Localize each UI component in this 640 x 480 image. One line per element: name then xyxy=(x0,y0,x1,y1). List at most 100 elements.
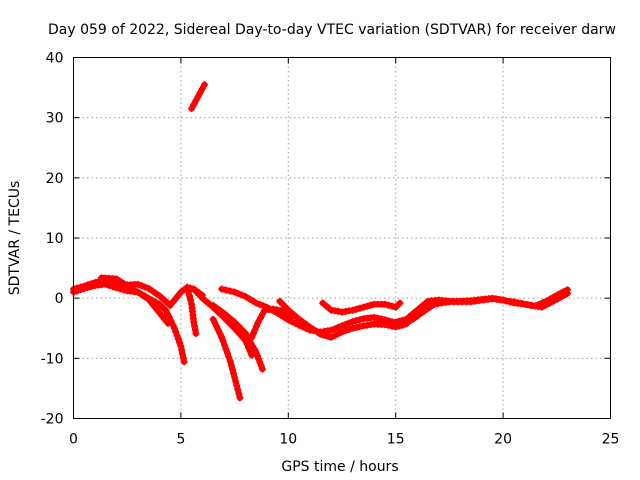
data-point xyxy=(218,285,226,293)
data-point xyxy=(356,323,364,331)
series-track-e xyxy=(183,283,200,338)
x-tick-label: 20 xyxy=(494,432,512,448)
data-point xyxy=(209,315,217,323)
data-point xyxy=(273,306,281,314)
data-point xyxy=(186,292,193,300)
data-point xyxy=(405,317,413,325)
data-point xyxy=(313,328,321,336)
data-point xyxy=(251,326,259,334)
x-tick-label: 15 xyxy=(387,432,405,448)
data-point xyxy=(276,307,284,315)
chart-title: Day 059 of 2022, Sidereal Day-to-day VTE… xyxy=(48,22,616,38)
data-point xyxy=(370,313,378,321)
data-point xyxy=(222,286,230,294)
data-point xyxy=(392,318,400,326)
data-point xyxy=(187,296,195,304)
data-point xyxy=(342,320,350,328)
x-tick-label: 5 xyxy=(176,432,185,448)
data-point xyxy=(188,105,196,113)
data-point xyxy=(141,292,149,300)
data-point xyxy=(211,319,219,327)
data-point xyxy=(196,89,204,97)
data-point xyxy=(192,330,200,338)
data-point xyxy=(396,299,404,307)
data-point xyxy=(338,322,346,330)
data-point xyxy=(356,304,364,312)
data-point xyxy=(245,295,253,303)
series-track-f xyxy=(209,315,244,402)
data-point xyxy=(145,285,153,292)
series-track-c xyxy=(97,274,188,366)
data-point xyxy=(164,310,172,318)
data-point xyxy=(73,287,81,295)
series-track-l xyxy=(319,299,404,316)
data-point xyxy=(360,303,367,311)
data-point xyxy=(381,321,389,329)
data-point xyxy=(167,317,175,325)
data-point xyxy=(152,289,160,297)
y-tick-label: -10 xyxy=(41,351,64,367)
data-point xyxy=(331,325,339,333)
data-point xyxy=(317,330,324,338)
data-point xyxy=(249,297,256,305)
data-point xyxy=(349,306,357,314)
data-point xyxy=(331,332,339,339)
data-point xyxy=(395,317,403,325)
data-point xyxy=(84,284,92,291)
data-point xyxy=(257,362,265,370)
data-point xyxy=(233,381,241,389)
data-point xyxy=(352,305,360,313)
data-point xyxy=(226,357,234,365)
data-point xyxy=(256,314,264,322)
data-point xyxy=(420,307,428,315)
data-point xyxy=(367,301,375,309)
series-track-n xyxy=(398,289,571,329)
data-point xyxy=(221,341,229,349)
data-point xyxy=(538,303,546,311)
axis-ticks: 0 5 10 15 20 25 -20 -10 0 10 20 30 40 xyxy=(41,51,620,448)
data-point xyxy=(236,394,244,402)
data-point xyxy=(87,283,95,290)
data-point xyxy=(176,339,184,347)
data-point xyxy=(77,286,85,294)
y-tick-label: 40 xyxy=(46,51,64,67)
data-point xyxy=(165,313,173,321)
y-tick-label: 20 xyxy=(46,171,64,187)
data-point xyxy=(226,287,234,295)
y-tick-label: 0 xyxy=(55,291,64,307)
data-point xyxy=(363,302,371,310)
data-point xyxy=(518,300,526,308)
data-point xyxy=(246,348,254,356)
data-point xyxy=(234,386,242,394)
data-point xyxy=(190,101,198,109)
data-point xyxy=(155,309,163,317)
data-point xyxy=(241,336,249,344)
data-point xyxy=(284,316,292,324)
y-tick-label: 30 xyxy=(46,111,64,127)
data-point xyxy=(334,323,342,331)
y-tick-label: 10 xyxy=(46,231,64,247)
data-point xyxy=(398,321,406,329)
data-point xyxy=(549,297,557,305)
data-point xyxy=(120,280,128,288)
data-point xyxy=(241,292,249,300)
x-tick-label: 0 xyxy=(69,432,78,448)
data-point xyxy=(173,332,181,339)
data-point xyxy=(134,288,142,296)
data-point xyxy=(179,354,187,362)
data-point xyxy=(342,327,350,335)
data-point xyxy=(198,85,206,93)
data-point xyxy=(127,284,135,292)
data-point xyxy=(172,328,180,336)
data-point xyxy=(223,349,231,357)
data-point xyxy=(254,318,262,326)
data-point xyxy=(345,326,353,333)
data-point xyxy=(179,350,186,358)
data-point xyxy=(225,353,233,361)
data-point xyxy=(248,351,256,359)
data-point xyxy=(177,342,185,350)
data-point xyxy=(230,369,237,377)
data-point xyxy=(374,314,382,322)
data-point xyxy=(141,283,149,291)
data-point xyxy=(388,322,396,330)
